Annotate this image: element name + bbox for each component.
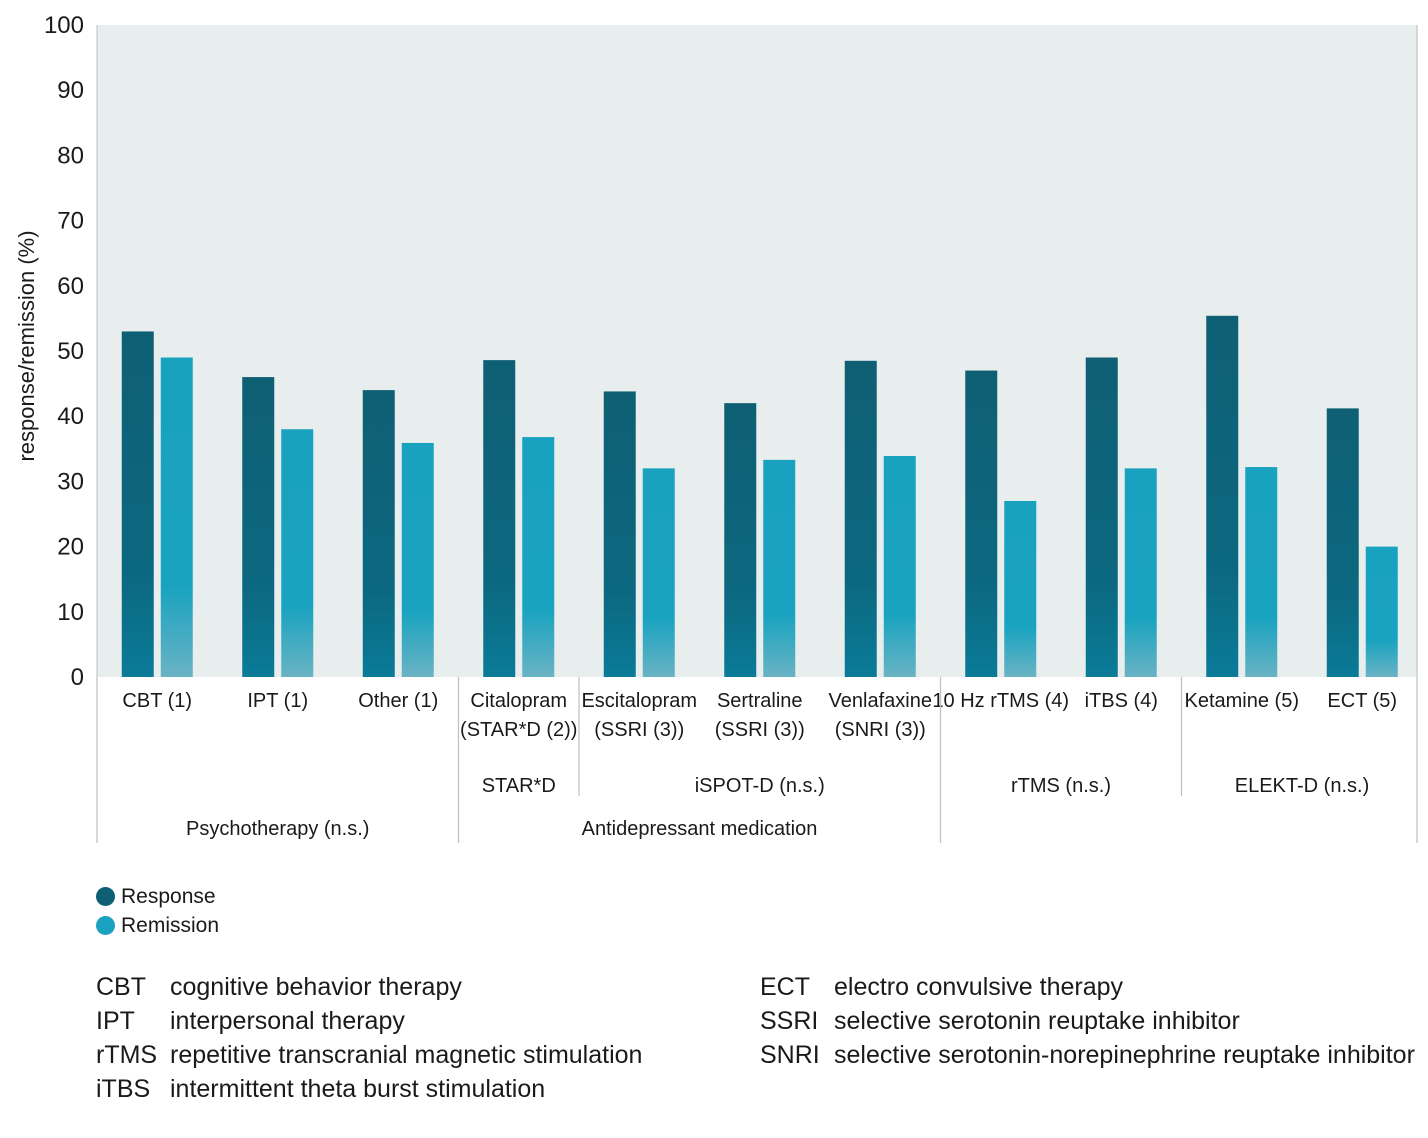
x-tick-label: 10 Hz rTMS (4) <box>932 690 1069 712</box>
bar-remission <box>1365 546 1398 677</box>
subgroup-labels: STAR*D iSPOT-D (n.s.) rTMS (n.s.) ELEKT-D (… <box>482 775 1370 797</box>
abbreviation-row: ECT electro convulsive therapy <box>760 970 1415 1004</box>
group-label: Psychotherapy (n.s.) <box>186 818 369 840</box>
x-axis-labels: CBT (1) IPT (1) Other (1) Citalopram (STAR*D… <box>122 690 1397 741</box>
abbreviation-row: IPT interpersonal therapy <box>96 1004 642 1038</box>
x-tick-label: Escitalopram <box>581 690 697 712</box>
x-tick-label: ECT (5) <box>1327 690 1397 712</box>
abbreviation-key: SSRI <box>760 1006 819 1035</box>
bar-response <box>121 331 154 677</box>
y-tick-label: 50 <box>57 338 84 365</box>
legend-label-remission: Remission <box>121 913 220 937</box>
y-tick-label: 0 <box>71 664 84 691</box>
x-tick-label: Sertraline <box>717 690 803 712</box>
bar-response <box>724 403 757 677</box>
abbreviation-key: SNRI <box>760 1040 820 1069</box>
bar-response <box>1326 408 1359 677</box>
legend-item-response: Response <box>96 882 219 911</box>
y-axis-label: response/remission (%) <box>14 230 39 461</box>
abbreviation-row: CBT cognitive behavior therapy <box>96 970 642 1004</box>
x-tick-label: (SNRI (3)) <box>835 719 926 741</box>
x-tick-label: Ketamine (5) <box>1185 690 1300 712</box>
bar-response <box>242 377 275 677</box>
group-dividers <box>96 25 1418 843</box>
x-tick-label: IPT (1) <box>247 690 308 712</box>
abbreviation-key: ECT <box>760 972 810 1001</box>
abbreviation-text: cognitive behavior therapy <box>170 972 462 1001</box>
abbreviation-text: electro convulsive therapy <box>834 972 1124 1001</box>
plot-background <box>97 25 1417 677</box>
y-tick-label: 70 <box>57 208 84 235</box>
x-tick-label: Other (1) <box>358 690 438 712</box>
bar-remission <box>642 468 675 677</box>
y-tick-label: 80 <box>57 142 84 169</box>
chart: 0 10 20 30 40 50 60 70 80 90 100 response/remissio… <box>14 12 1418 843</box>
y-tick-label: 10 <box>57 599 84 626</box>
y-tick-label: 60 <box>57 273 84 300</box>
bar-remission <box>1004 500 1037 677</box>
bar-response <box>965 370 998 677</box>
legend-swatch-response <box>96 887 115 906</box>
legend-swatch-remission <box>96 916 115 935</box>
abbreviation-row: iTBS intermittent theta burst stimulation <box>96 1072 642 1106</box>
abbreviation-key: IPT <box>96 1006 135 1035</box>
subgroup-label: rTMS (n.s.) <box>1011 775 1111 797</box>
x-tick-label: Citalopram <box>470 690 567 712</box>
x-tick-label: (SSRI (3)) <box>594 719 684 741</box>
abbreviation-text: repetitive transcranial magnetic stimula… <box>170 1040 643 1069</box>
abbreviations-right: ECT electro convulsive therapy SSRI select… <box>760 970 1415 1072</box>
bars <box>121 315 1398 677</box>
bar-remission <box>281 429 314 677</box>
bar-response <box>844 360 877 677</box>
bar-remission <box>763 459 796 677</box>
abbreviation-text: interpersonal therapy <box>170 1006 405 1035</box>
y-tick-label: 40 <box>57 403 84 430</box>
legend-label-response: Response <box>121 884 216 908</box>
legend: Response Remission <box>96 882 219 940</box>
x-tick-label: iTBS (4) <box>1085 690 1158 712</box>
subgroup-label: iSPOT-D (n.s.) <box>695 775 825 797</box>
y-tick-label: 30 <box>57 468 84 495</box>
legend-item-remission: Remission <box>96 911 219 940</box>
y-tick-label: 100 <box>44 12 84 39</box>
abbreviation-row: rTMS repetitive transcranial magnetic sti… <box>96 1038 642 1072</box>
abbreviation-text: intermittent theta burst stimulation <box>170 1074 546 1103</box>
group-labels: Psychotherapy (n.s.) Antidepressant medic… <box>186 818 817 840</box>
group-label: Antidepressant medication <box>582 818 818 840</box>
x-tick-label: CBT (1) <box>122 690 192 712</box>
abbreviation-row: SSRI selective serotonin reuptake inhibit… <box>760 1004 1415 1038</box>
bar-response <box>483 360 516 677</box>
bar-remission <box>1245 467 1278 677</box>
bar-remission <box>401 442 434 677</box>
subgroup-label: STAR*D <box>482 775 556 797</box>
bar-response <box>603 391 636 677</box>
abbreviation-text: selective serotonin-norepinephrine reupt… <box>834 1040 1415 1069</box>
bar-response <box>362 390 395 677</box>
abbreviations-left: CBT cognitive behavior therapy IPT interpe… <box>96 970 642 1106</box>
x-tick-label: Venlafaxine <box>829 690 932 712</box>
bar-remission <box>160 357 193 677</box>
abbreviation-key: rTMS <box>96 1040 158 1069</box>
bar-remission <box>883 455 916 677</box>
abbreviation-key: iTBS <box>96 1074 151 1103</box>
bar-remission <box>1124 468 1157 677</box>
abbreviation-key: CBT <box>96 972 146 1001</box>
x-tick-label: (STAR*D (2)) <box>460 719 577 741</box>
abbreviation-row: SNRI selective serotonin-norepinephrine r… <box>760 1038 1415 1072</box>
abbreviation-text: selective serotonin reuptake inhibitor <box>834 1006 1240 1035</box>
y-axis: 0 10 20 30 40 50 60 70 80 90 100 <box>44 12 98 691</box>
bar-remission <box>522 437 555 677</box>
y-tick-label: 20 <box>57 534 84 561</box>
x-tick-label: (SSRI (3)) <box>715 719 805 741</box>
subgroup-label: ELEKT-D (n.s.) <box>1235 775 1369 797</box>
bar-response <box>1206 315 1239 677</box>
bar-response <box>1085 357 1118 677</box>
y-tick-label: 90 <box>57 77 84 104</box>
